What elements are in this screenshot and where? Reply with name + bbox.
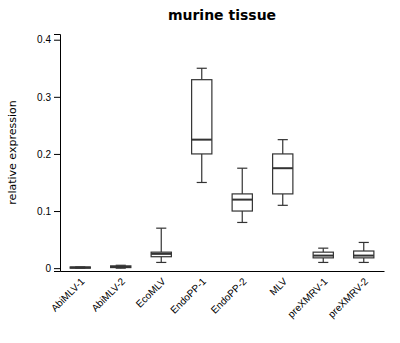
cap-high bbox=[359, 242, 369, 243]
x-tick: EcoMLV bbox=[134, 271, 168, 310]
median bbox=[273, 167, 293, 169]
y-axis: 0 0.1 0.2 0.3 0.4 bbox=[37, 34, 60, 273]
box-group bbox=[232, 168, 252, 222]
box bbox=[354, 251, 374, 258]
y-tick: 0.3 bbox=[37, 92, 60, 103]
box bbox=[273, 154, 293, 194]
box-group bbox=[151, 228, 171, 262]
cap-low bbox=[197, 182, 207, 183]
x-tick-label: AbiMLV-1 bbox=[49, 275, 87, 313]
y-tick-label: 0.2 bbox=[37, 149, 51, 160]
box-group bbox=[111, 265, 131, 268]
box bbox=[151, 252, 171, 257]
x-tick-label: EndoPP-1 bbox=[168, 275, 208, 315]
title: murine tissue bbox=[168, 7, 276, 23]
whisker-high bbox=[161, 228, 162, 252]
chart: 00.10.20.30.4AbiMLV-1AbiMLV-2EcoMLVEndoP… bbox=[0, 0, 400, 343]
y-axis-line bbox=[54, 35, 61, 272]
cap-low bbox=[318, 262, 328, 263]
x-tick-label: AbiMLV-2 bbox=[89, 275, 127, 313]
x-axis-line bbox=[61, 271, 385, 272]
y-tick: 0.1 bbox=[37, 206, 60, 217]
median bbox=[232, 199, 252, 201]
x-tick: AbiMLV-1 bbox=[49, 271, 87, 314]
whisker-high bbox=[242, 168, 243, 194]
y-tick-mark bbox=[54, 211, 60, 212]
x-tick-label: MLV bbox=[267, 275, 289, 297]
y-tick: 0.4 bbox=[37, 34, 60, 45]
x-tick: EndoPP-1 bbox=[168, 271, 208, 316]
median bbox=[192, 139, 212, 141]
whisker-low bbox=[363, 258, 364, 263]
x-tick-label: preXMRV-1 bbox=[285, 275, 330, 320]
whisker-high bbox=[201, 68, 202, 79]
y-tick-label: 0.1 bbox=[37, 206, 51, 217]
box bbox=[192, 80, 212, 154]
whisker-high bbox=[282, 140, 283, 154]
box-group bbox=[192, 68, 212, 182]
y-tick-label: 0 bbox=[45, 263, 51, 274]
y-tick-label: 0.3 bbox=[37, 92, 51, 103]
x-tick-label: EndoPP-2 bbox=[209, 275, 249, 315]
x-tick-label: EcoMLV bbox=[134, 275, 168, 309]
median bbox=[70, 267, 90, 269]
plot: 00.10.20.30.4AbiMLV-1AbiMLV-2EcoMLVEndoP… bbox=[37, 34, 384, 319]
x-axis: AbiMLV-1AbiMLV-2EcoMLVEndoPP-1EndoPP-2 ML… bbox=[49, 271, 385, 320]
whisker-low bbox=[242, 211, 243, 222]
box-group bbox=[313, 248, 333, 262]
box bbox=[232, 194, 252, 211]
boxes bbox=[70, 68, 374, 268]
whisker-low bbox=[323, 258, 324, 263]
box-group bbox=[354, 242, 374, 262]
cap-high bbox=[156, 228, 166, 229]
cap-high bbox=[278, 139, 288, 140]
x-tick: EndoPP-2 bbox=[209, 271, 249, 316]
whisker-low bbox=[161, 257, 162, 263]
median bbox=[354, 255, 374, 257]
whisker-low bbox=[201, 154, 202, 183]
x-tick: MLV bbox=[267, 271, 289, 297]
median bbox=[151, 253, 171, 255]
y-tick: 0.2 bbox=[37, 149, 60, 160]
x-tick: preXMRV-2 bbox=[326, 271, 371, 320]
x-tick-label: preXMRV-2 bbox=[326, 275, 371, 320]
cap-high bbox=[237, 168, 247, 169]
x-tick: preXMRV-1 bbox=[285, 271, 330, 320]
x-tick: AbiMLV-2 bbox=[89, 271, 127, 314]
cap-low bbox=[359, 262, 369, 263]
box bbox=[111, 266, 131, 268]
cap-high bbox=[318, 248, 328, 249]
y-tick-mark bbox=[54, 268, 60, 269]
median bbox=[111, 266, 131, 268]
median bbox=[313, 255, 333, 257]
box-group bbox=[70, 267, 90, 268]
box bbox=[70, 267, 90, 268]
whisker-high bbox=[363, 242, 364, 251]
y-tick: 0 bbox=[45, 263, 60, 274]
y-tick-mark bbox=[54, 40, 60, 41]
y-tick-mark bbox=[54, 154, 60, 155]
cap-high bbox=[197, 68, 207, 69]
cap-low bbox=[156, 262, 166, 263]
y-tick-label: 0.4 bbox=[37, 34, 51, 45]
y-tick-mark bbox=[54, 97, 60, 98]
whisker-low bbox=[282, 194, 283, 205]
box bbox=[313, 252, 333, 258]
cap-low bbox=[237, 222, 247, 223]
y-axis-title: relative expression bbox=[6, 100, 19, 204]
box-group bbox=[273, 140, 293, 206]
cap-low bbox=[278, 205, 288, 206]
